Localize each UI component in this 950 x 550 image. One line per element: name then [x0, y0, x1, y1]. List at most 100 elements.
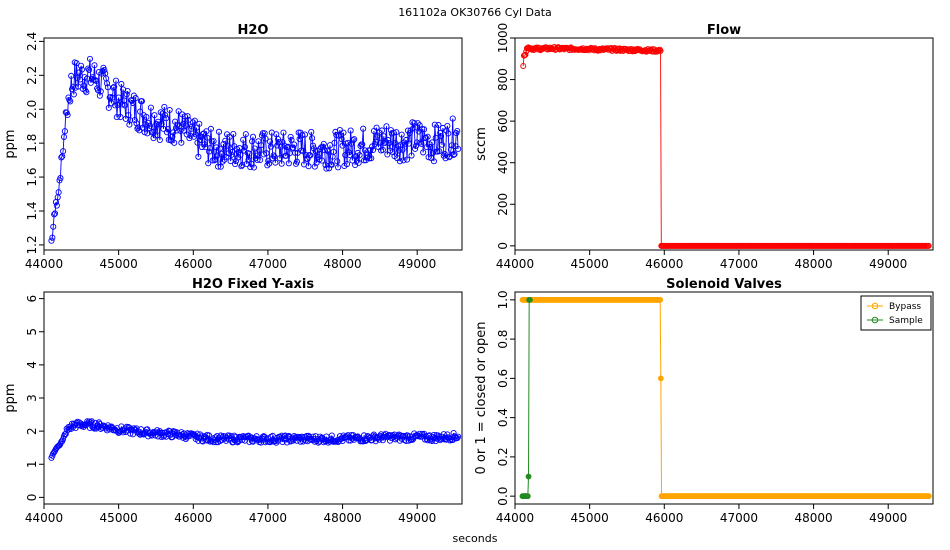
series-1: [48, 55, 462, 244]
x-tick-label: 48000: [794, 511, 832, 525]
figure-suptitle: 161102a OK30766 Cyl Data: [398, 6, 552, 19]
series-line-segment: [659, 299, 662, 379]
series-line-segment: [59, 157, 62, 179]
data-point: [206, 148, 213, 155]
series-line-segment: [106, 83, 109, 88]
series-line-segment: [240, 154, 242, 167]
data-point: [238, 163, 245, 170]
data-point: [232, 161, 239, 168]
plot-frame: [43, 291, 463, 505]
x-tick-label: 45000: [100, 257, 138, 271]
series-line-segment: [98, 72, 101, 96]
y-tick-label: 6: [25, 295, 39, 303]
series-line-segment: [288, 153, 291, 164]
series-line-segment: [358, 155, 361, 163]
series-line-segment: [103, 425, 105, 427]
series-line-segment: [271, 132, 274, 159]
series-line-segment: [347, 142, 350, 153]
y-tick-label: 3: [25, 394, 39, 402]
data-point: [309, 142, 317, 149]
y-tick-label: 1.2: [25, 235, 39, 254]
data-point: [455, 433, 462, 440]
series-line-segment: [365, 439, 368, 442]
y-tick-label: 800: [496, 68, 510, 91]
y-axis-label: sccm: [474, 127, 489, 161]
series-line-segment: [56, 197, 59, 206]
series-line-segment: [318, 441, 320, 443]
series-line-segment: [448, 156, 451, 158]
data-point: [253, 152, 260, 159]
y-tick-label: 0.6: [496, 369, 510, 388]
series-line-segment: [237, 440, 240, 443]
series-line-segment: [199, 434, 202, 437]
data-point: [352, 153, 360, 160]
data-point: [290, 144, 297, 151]
data-point: [148, 129, 155, 136]
data-point: [265, 157, 272, 164]
y-tick-label: 0: [496, 242, 510, 250]
series-line-segment: [52, 214, 55, 227]
figure-xlabel: seconds: [453, 532, 498, 545]
series-line-segment: [51, 226, 54, 238]
chart-title: Flow: [707, 23, 741, 38]
data-point: [103, 80, 111, 87]
data-point: [409, 436, 416, 443]
data-point: [172, 124, 180, 131]
data-point: [184, 113, 191, 120]
series-line-segment: [217, 131, 220, 167]
series-line-segment: [236, 441, 239, 443]
x-tick-label: 49000: [398, 257, 436, 271]
y-tick-label: 1.6: [25, 168, 39, 187]
x-tick-label: 45000: [571, 511, 609, 525]
series-line-segment: [188, 135, 191, 139]
x-tick-label: 44000: [25, 257, 63, 271]
series-line-segment: [144, 432, 146, 434]
series-line-segment: [70, 75, 73, 90]
data-point: [430, 431, 437, 439]
x-tick-label: 48000: [794, 257, 832, 271]
series-line-segment: [281, 142, 284, 164]
x-tick-label: 48000: [323, 511, 361, 525]
series-line-segment: [357, 436, 360, 439]
series-line-segment: [660, 50, 662, 246]
data-point: [441, 150, 448, 158]
data-point: [66, 96, 73, 104]
x-tick-label: 46000: [174, 511, 212, 525]
series-line-segment: [135, 98, 138, 124]
data-point: [243, 434, 250, 441]
series-line-segment: [263, 435, 265, 438]
y-tick-label: 1: [25, 460, 39, 468]
series-line-segment: [285, 147, 288, 156]
series-line-segment: [293, 144, 296, 153]
y-tick-label: 0: [25, 494, 39, 502]
series-line-segment: [59, 177, 61, 181]
series-1: [520, 44, 932, 249]
x-tick-label: 46000: [645, 511, 683, 525]
series-line-segment: [197, 123, 200, 157]
data-point: [319, 143, 326, 150]
series-line-segment: [422, 129, 425, 153]
panel-1: H2O ppm 44000 45000 46000 47000 48000 49000 1.2 1…: [3, 23, 463, 271]
data-point: [454, 434, 461, 442]
series-line-segment: [454, 133, 457, 147]
data-point: [58, 154, 65, 161]
series-line-segment: [311, 138, 314, 146]
series-line-segment: [320, 437, 323, 439]
series-line-segment: [353, 139, 356, 165]
y-tick-label: 200: [496, 193, 510, 216]
chart-title: Solenoid Valves: [666, 277, 782, 292]
series-line-segment: [260, 135, 263, 146]
x-tick-label: 46000: [645, 257, 683, 271]
legend-box: [860, 295, 932, 331]
series-line-segment: [373, 130, 376, 145]
y-axis-label: 0 or 1 = closed or open: [474, 321, 489, 474]
series-line-segment: [250, 141, 253, 164]
panel-2: Flow sccm 44000 45000 46000 47000 48000 49000 0 2…: [474, 23, 934, 271]
series-line-segment: [187, 116, 189, 120]
series-line-segment: [239, 147, 241, 155]
data-point: [133, 425, 140, 432]
x-tick-label: 47000: [720, 257, 758, 271]
y-tick-label: 5: [25, 328, 39, 336]
data-point: [162, 112, 169, 119]
